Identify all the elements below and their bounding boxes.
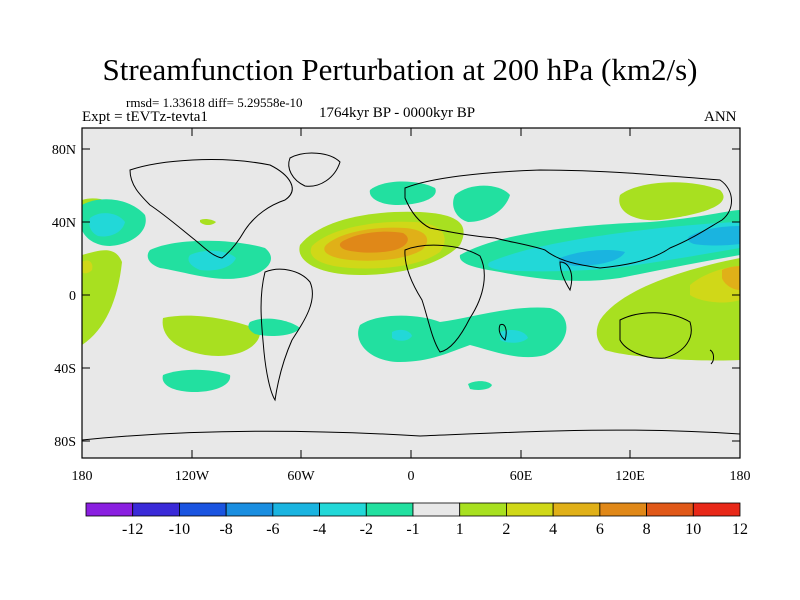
x-tick-label: 60W xyxy=(287,469,315,484)
coastline-india xyxy=(559,261,573,292)
contour-negative-16 xyxy=(687,226,740,246)
y-tick-label: 40N xyxy=(52,216,76,231)
y-tick-label: 80S xyxy=(54,435,76,450)
coastline-africa xyxy=(404,244,485,353)
x-tick-label: 120E xyxy=(615,469,645,484)
colorbar-swatch xyxy=(365,502,414,517)
contour-negative-10 xyxy=(89,213,125,237)
colorbar-swatch xyxy=(506,502,554,517)
colorbar-swatch xyxy=(552,502,601,517)
period-label: 1764kyr BP - 0000kyr BP xyxy=(319,105,476,121)
map-title: Streamfunction Perturbation at 200 hPa (… xyxy=(102,52,698,87)
stats-label: rmsd= 1.33618 diff= 5.29558e-10 xyxy=(126,95,303,110)
colorbar xyxy=(85,502,741,517)
x-tick-labels: 180 120W 60W 0 60E 120E 180 xyxy=(72,469,751,484)
colorbar-swatch xyxy=(646,502,694,517)
colorbar-label: -6 xyxy=(266,521,279,538)
x-tick-label: 0 xyxy=(408,469,415,484)
contour-negative-6 xyxy=(358,307,567,362)
colorbar-label: 12 xyxy=(732,521,748,538)
colorbar-label: -10 xyxy=(169,521,190,538)
contour-negative-11 xyxy=(188,250,236,271)
colorbar-label: -1 xyxy=(406,521,419,538)
colorbar-label: -4 xyxy=(313,521,326,538)
contour-negative-8 xyxy=(162,369,231,392)
x-tick-marks xyxy=(81,128,741,458)
contour-negative-15 xyxy=(558,250,625,266)
coastline-antarctica xyxy=(82,429,740,441)
colorbar-swatch xyxy=(319,502,367,517)
colorbar-label: 8 xyxy=(643,521,651,538)
experiment-label: Expt = tEVTz-tevta1 xyxy=(82,109,208,125)
colorbar-label: 2 xyxy=(502,521,510,538)
x-tick-label: 180 xyxy=(72,469,93,484)
y-tick-label: 40S xyxy=(54,362,76,377)
contour-positive-4 xyxy=(619,182,724,221)
contour-positive-13 xyxy=(339,231,408,253)
x-tick-label: 120W xyxy=(175,469,210,484)
contour-positive-12 xyxy=(722,266,740,290)
colorbar-label: 4 xyxy=(549,521,557,538)
contour-negative-3 xyxy=(369,181,436,205)
y-tick-labels: 80N 40N 0 40S 80S xyxy=(52,143,76,450)
coastlines xyxy=(82,152,740,441)
contour-negative-12 xyxy=(488,222,740,272)
contour-positive-1 xyxy=(82,250,122,345)
coastline-australia xyxy=(619,312,692,359)
colorbar-swatch xyxy=(459,502,507,517)
contour-positive-7 xyxy=(200,218,216,225)
contour-positive-3 xyxy=(162,315,261,356)
colorbar-label: 1 xyxy=(456,521,464,538)
coastline-greenland xyxy=(288,152,341,187)
colorbar-swatch xyxy=(599,502,647,517)
season-label: ANN xyxy=(704,109,737,125)
coastline-madagascar xyxy=(498,323,507,341)
colorbar-swatch xyxy=(272,502,320,517)
contour-negative-4 xyxy=(453,185,510,222)
x-tick-label: 180 xyxy=(730,469,751,484)
coastline-south-america xyxy=(260,268,313,402)
contour-fill xyxy=(82,181,740,392)
y-tick-label: 80N xyxy=(52,143,76,158)
coastline-north-america xyxy=(129,159,293,259)
contour-negative-13 xyxy=(392,329,412,341)
colorbar-label: 10 xyxy=(685,521,701,538)
colorbar-label: -8 xyxy=(219,521,232,538)
x-tick-label: 60E xyxy=(510,469,533,484)
y-tick-marks xyxy=(82,148,740,442)
colorbar-swatch xyxy=(225,502,274,517)
colorbar-swatch xyxy=(412,502,461,517)
y-tick-label: 0 xyxy=(69,289,76,304)
colorbar-swatch xyxy=(692,502,741,517)
coastline-eurasia xyxy=(404,169,732,269)
colorbar-swatch xyxy=(85,502,134,517)
colorbar-label: -12 xyxy=(122,521,143,538)
colorbar-label: 6 xyxy=(596,521,604,538)
contour-negative-14 xyxy=(500,330,528,343)
colorbar-swatch xyxy=(179,502,227,517)
coastline-new-zealand xyxy=(709,349,714,365)
colorbar-label: -2 xyxy=(360,521,373,538)
colorbar-labels: -12 -10 -8 -6 -4 -2 -1 1 2 4 6 8 10 12 xyxy=(122,521,748,538)
contour-negative-9 xyxy=(468,381,492,390)
colorbar-swatch xyxy=(132,502,180,517)
contour-positive-9 xyxy=(82,260,93,274)
